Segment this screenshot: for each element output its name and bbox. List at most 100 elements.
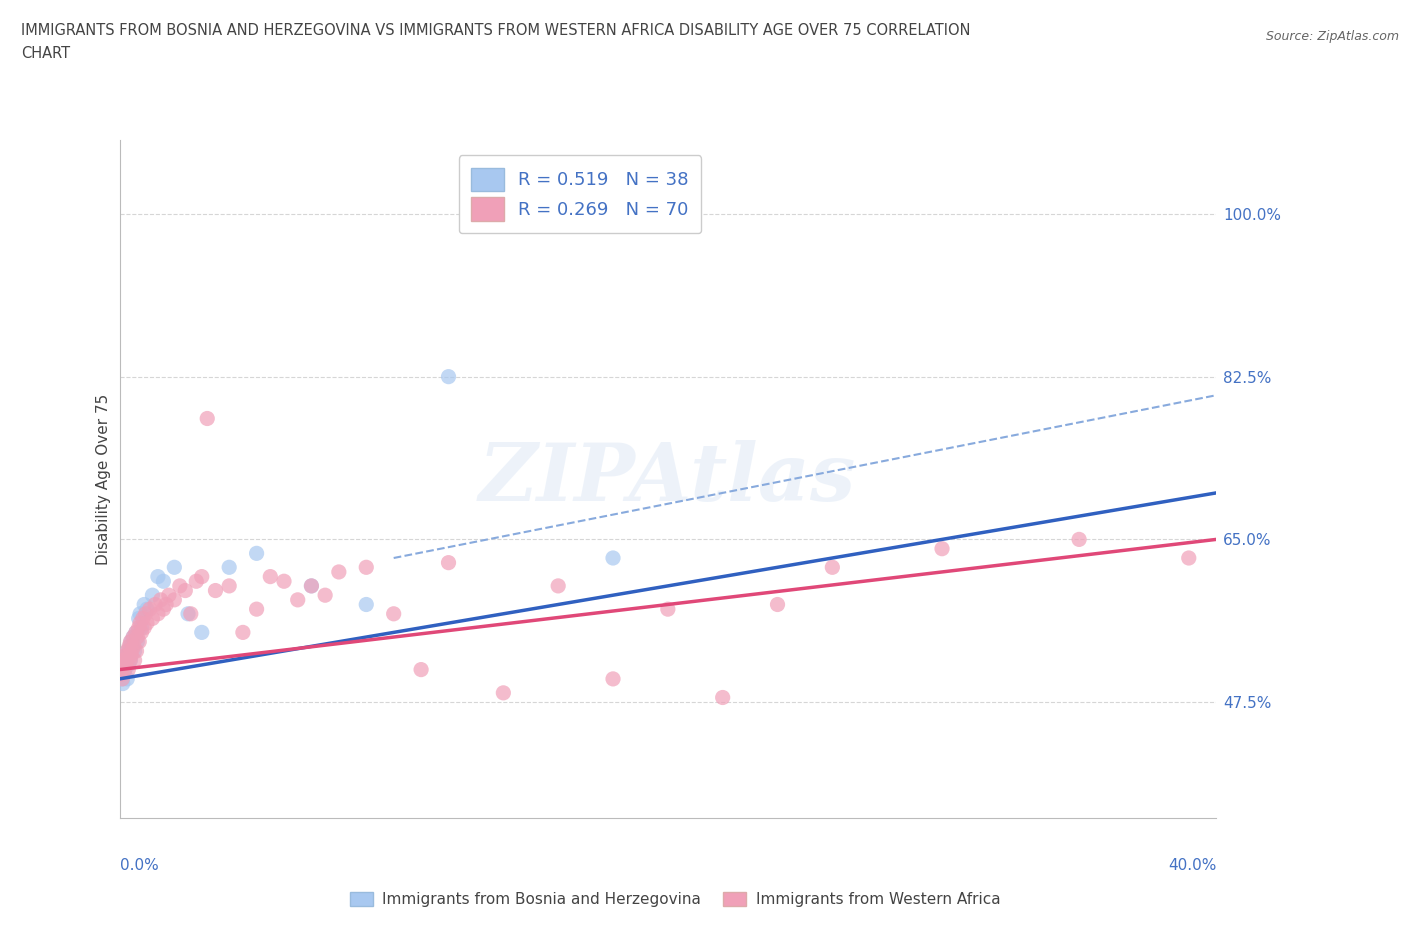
Y-axis label: Disability Age Over 75: Disability Age Over 75 [96,393,111,565]
Point [128,634,150,649]
Point [821,560,844,575]
Point [152,574,174,589]
Point [114,658,136,672]
Point [246,546,269,561]
Point [766,597,789,612]
Point [125,625,148,640]
Point [141,588,163,603]
Point [114,662,136,677]
Point [547,578,569,593]
Point [125,644,148,658]
Point [120,634,142,649]
Point [135,606,157,621]
Point [602,671,624,686]
Point [120,648,142,663]
Point [136,616,159,631]
Point [131,625,153,640]
Point [115,644,138,658]
Point [382,606,405,621]
Point [204,583,226,598]
Point [411,662,433,677]
Point [1069,532,1091,547]
Point [177,606,200,621]
Point [163,592,186,607]
Point [132,611,155,626]
Point [232,625,254,640]
Point [152,602,174,617]
Point [114,660,136,675]
Point [273,574,295,589]
Point [657,602,679,617]
Text: Source: ZipAtlas.com: Source: ZipAtlas.com [1265,30,1399,43]
Point [121,639,143,654]
Point [437,555,460,570]
Point [115,648,138,663]
Point [180,606,202,621]
Point [111,662,134,677]
Point [117,648,139,663]
Point [118,639,141,654]
Point [301,578,323,593]
Legend: Immigrants from Bosnia and Herzegovina, Immigrants from Western Africa: Immigrants from Bosnia and Herzegovina, … [343,885,1007,913]
Point [131,620,153,635]
Point [129,606,152,621]
Point [115,671,138,686]
Point [136,602,159,617]
Text: IMMIGRANTS FROM BOSNIA AND HERZEGOVINA VS IMMIGRANTS FROM WESTERN AFRICA DISABIL: IMMIGRANTS FROM BOSNIA AND HERZEGOVINA V… [21,23,970,38]
Point [110,667,132,682]
Point [114,648,136,663]
Point [246,602,269,617]
Point [138,602,160,617]
Point [124,644,146,658]
Point [141,611,163,626]
Point [114,664,136,679]
Point [125,625,148,640]
Point [711,690,734,705]
Point [191,625,214,640]
Point [157,588,180,603]
Point [128,611,150,626]
Point [314,588,336,603]
Point [111,671,134,686]
Point [191,569,214,584]
Point [129,616,152,631]
Point [492,685,515,700]
Point [112,658,135,672]
Point [218,578,240,593]
Point [110,667,132,682]
Text: CHART: CHART [21,46,70,61]
Text: 40.0%: 40.0% [1168,857,1216,872]
Point [117,644,139,658]
Point [354,560,377,575]
Point [120,634,142,649]
Point [111,662,134,677]
Point [169,578,191,593]
Point [111,676,134,691]
Point [195,411,218,426]
Point [931,541,953,556]
Point [149,592,172,607]
Point [146,569,169,584]
Point [121,644,143,658]
Point [120,653,142,668]
Point [287,592,309,607]
Point [134,597,156,612]
Point [128,620,150,635]
Point [118,639,141,654]
Point [122,630,145,644]
Point [122,639,145,654]
Point [111,671,134,686]
Point [186,574,208,589]
Point [354,597,377,612]
Point [218,560,240,575]
Point [174,583,197,598]
Point [124,653,146,668]
Legend: R = 0.519   N = 38, R = 0.269   N = 70: R = 0.519 N = 38, R = 0.269 N = 70 [458,155,702,233]
Point [111,658,134,672]
Point [118,645,141,660]
Point [117,658,139,672]
Point [146,606,169,621]
Point [328,565,350,579]
Point [134,620,156,635]
Point [437,369,460,384]
